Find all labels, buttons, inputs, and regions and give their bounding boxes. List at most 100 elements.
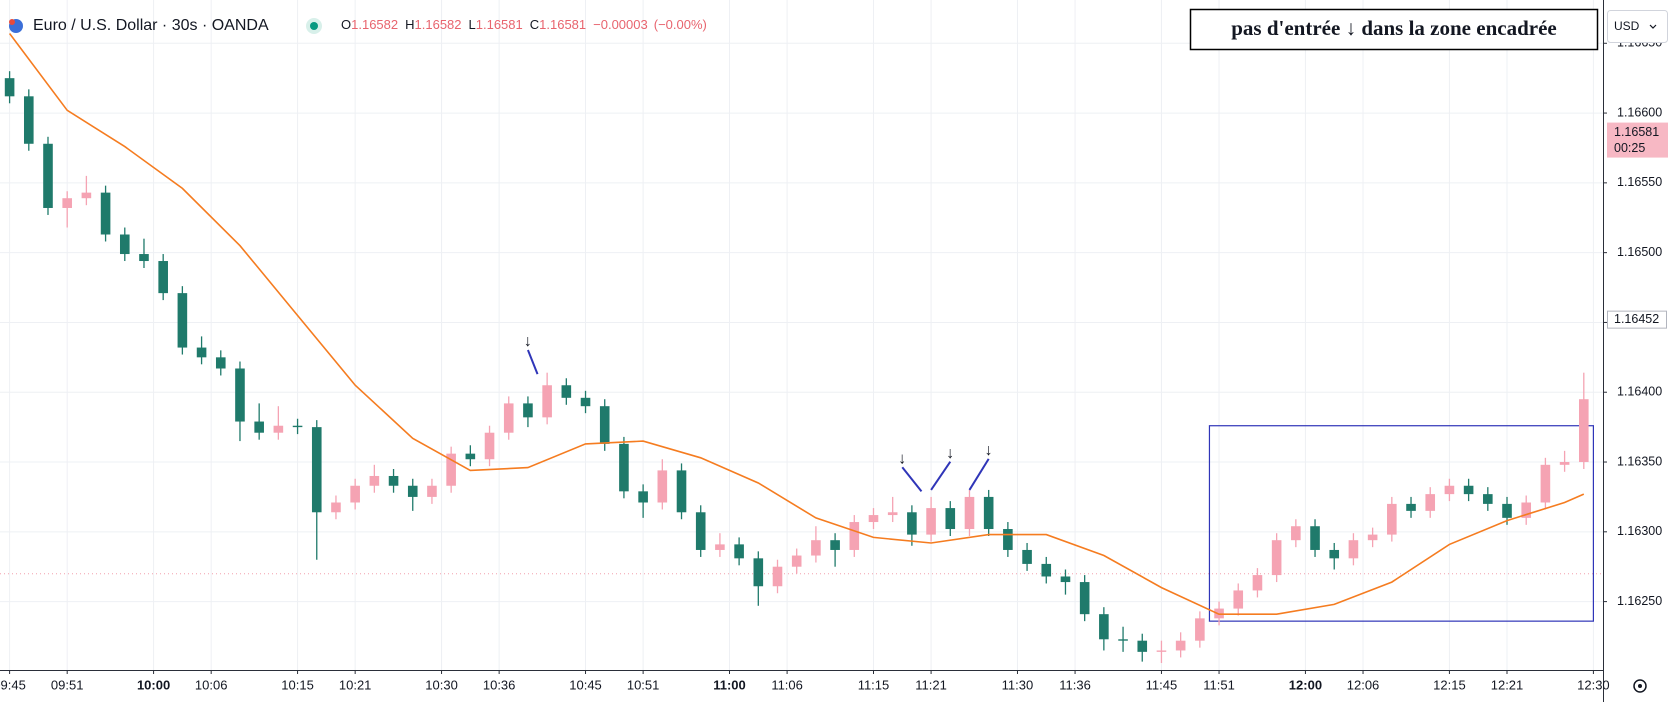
h-label: H [405, 17, 414, 32]
candle-body [1252, 575, 1263, 591]
candle-body [465, 453, 476, 460]
candle-body [676, 470, 687, 513]
axes: 1.162501.163001.163501.164001.164501.165… [0, 36, 1668, 692]
x-tick-label: 10:21 [339, 677, 372, 692]
candle-body [1156, 650, 1167, 652]
candle-body [4, 78, 15, 97]
candle-body [1291, 526, 1301, 541]
candle-body [407, 485, 418, 497]
candle-body [542, 385, 552, 418]
last-price-tag [1607, 122, 1668, 158]
y-tick-label: 1.16400 [1617, 385, 1662, 399]
annotation-pointer [527, 349, 539, 375]
candle-body [1348, 540, 1359, 559]
candle-body [331, 502, 341, 513]
candle-body [1367, 534, 1378, 541]
x-tick-label: 10:45 [569, 677, 602, 692]
candle-body [1444, 485, 1455, 495]
candle-body [791, 555, 802, 567]
candle-body [1540, 464, 1551, 503]
annotation-arrow: ↓ [946, 445, 954, 462]
candle-body [811, 540, 821, 556]
x-tick-label: 11:30 [1002, 677, 1034, 692]
x-tick-label: 12:00 [1289, 677, 1322, 692]
candle-body [1137, 640, 1148, 652]
candle-body [177, 293, 188, 348]
x-tick-label: 12:21 [1491, 677, 1524, 692]
last-price-label: 1.16581 [1614, 125, 1659, 139]
candle-body [1502, 503, 1512, 518]
candle-body [1022, 549, 1032, 564]
candle-body [1387, 503, 1397, 535]
candle-body [887, 512, 898, 516]
candle-body [100, 192, 111, 235]
candle-body [1175, 640, 1186, 651]
settings-icon[interactable] [1633, 679, 1647, 693]
o-label: O [341, 17, 351, 32]
price-axis-bg [1603, 0, 1676, 702]
moving-average [8, 33, 1585, 615]
l-label: L [469, 17, 476, 32]
x-tick-label: 09:45 [0, 677, 26, 692]
candle-body [1521, 502, 1532, 518]
x-tick-label: 10:36 [483, 677, 516, 692]
countdown-label: 00:25 [1614, 141, 1645, 155]
candle-body [1079, 582, 1090, 615]
candle-body [1060, 576, 1071, 583]
note-box [1189, 8, 1599, 51]
candle-body [119, 234, 130, 255]
x-tick-label: 10:51 [627, 677, 660, 692]
candle-body [657, 470, 668, 503]
candle-body [849, 522, 860, 550]
candle-body [311, 427, 322, 513]
y-tick-label: 1.16250 [1617, 594, 1662, 608]
candle-body [350, 485, 360, 503]
candle-body [1099, 614, 1109, 640]
candle-body [254, 421, 264, 433]
candle-body [523, 403, 533, 418]
symbol-title[interactable]: Euro / U.S. Dollar · 30s · OANDA [33, 17, 269, 34]
candle-body [772, 566, 783, 587]
y-tick-label: 1.16550 [1617, 175, 1662, 189]
candle-body [196, 347, 207, 358]
candle-body [1406, 503, 1416, 511]
annotation-arrow: ↓ [524, 333, 532, 350]
candle-body [983, 496, 994, 530]
x-tick-label: 12:15 [1433, 677, 1466, 692]
candle-body [43, 143, 53, 208]
annotation-arrow: ↓ [898, 450, 906, 467]
y-tick-label: 1.16600 [1617, 105, 1662, 119]
y-tick-label: 1.16350 [1617, 454, 1662, 468]
l-value: 1.16581 [476, 17, 523, 32]
candle-body [561, 385, 572, 398]
ohlc-legend: O1.16582 H1.16582 L1.16581 C1.16581 −0.00003… [341, 17, 707, 32]
candle-body [273, 425, 284, 433]
x-tick-label: 12:06 [1347, 677, 1380, 692]
x-tick-label: 11:36 [1059, 677, 1091, 692]
c-label: C [530, 17, 539, 32]
currency-button[interactable] [1607, 10, 1668, 43]
candle-body [830, 540, 840, 550]
candle-body [1329, 549, 1340, 559]
change: −0.00003 [593, 17, 648, 32]
plot: ↓ ↓ ↓ ↓ [0, 33, 1603, 664]
candle-body [964, 496, 975, 530]
candle-body [23, 96, 34, 144]
marker-price-tag [1607, 310, 1667, 329]
x-tick-label: 09:51 [51, 677, 84, 692]
status-dot [310, 22, 318, 30]
candle-body [945, 508, 956, 530]
candle-body [580, 397, 591, 407]
candle-body [1425, 494, 1436, 511]
x-tick-label: 11:51 [1203, 677, 1235, 692]
candle-body [1579, 399, 1589, 463]
candle-body [907, 512, 917, 535]
candle-body [868, 515, 879, 523]
candle-body [734, 544, 744, 559]
currency-label[interactable]: USD [1614, 19, 1640, 33]
h-value: 1.16582 [415, 17, 462, 32]
annotation-pointer [901, 466, 923, 492]
y-tick-label: 1.16500 [1617, 245, 1662, 259]
